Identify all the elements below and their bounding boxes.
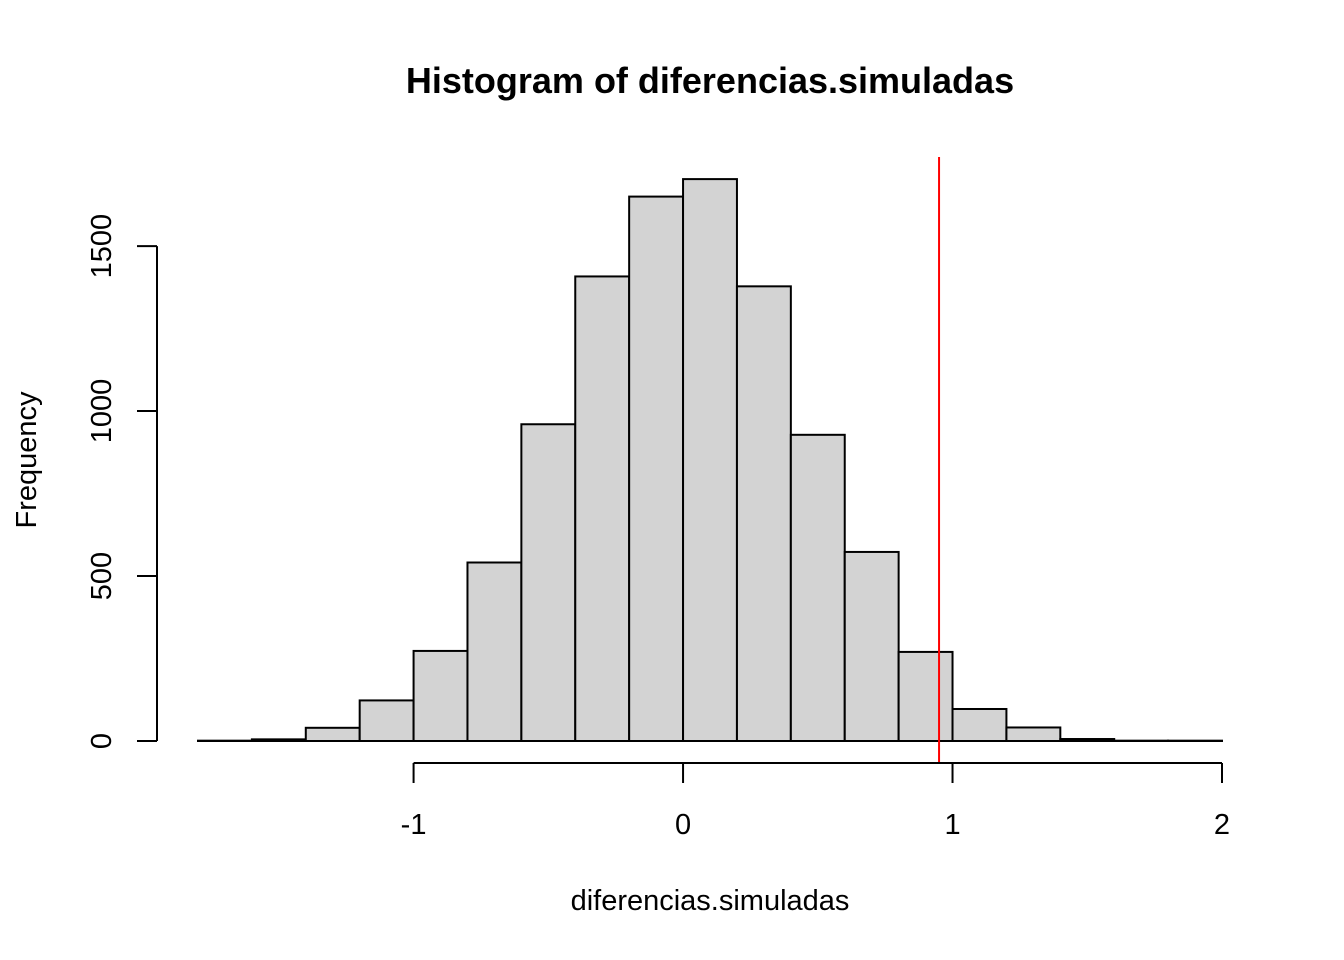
x-axis-label: diferencias.simuladas (571, 885, 850, 917)
y-tick-label: 1000 (86, 379, 118, 444)
histogram-bar (250, 738, 307, 742)
y-axis-label: Frequency (11, 391, 43, 529)
histogram-bar (789, 433, 846, 742)
y-tick-label: 0 (86, 733, 118, 749)
y-tick-label: 500 (86, 552, 118, 600)
histogram-bar (843, 550, 900, 743)
y-tick-label: 1500 (86, 214, 118, 279)
histogram-bar (735, 285, 792, 742)
y-axis: 0 500 1000 1500 (86, 214, 158, 749)
histogram-bar (628, 195, 685, 743)
x-axis: -1 0 1 2 (401, 762, 1230, 841)
histogram-bar (520, 423, 577, 742)
chart-title: Histogram of diferencias.simuladas (406, 60, 1014, 101)
histogram-bar (466, 561, 523, 742)
histogram-bar (358, 699, 415, 742)
x-tick-label: 0 (675, 809, 691, 841)
histogram-bar (304, 726, 361, 742)
histogram-bar (897, 650, 954, 743)
histogram-bar (412, 649, 469, 742)
x-tick-label: 2 (1214, 809, 1230, 841)
x-tick-label: 1 (944, 809, 960, 841)
histogram-bars (197, 178, 1223, 743)
histogram-bar (1059, 738, 1116, 742)
histogram-bar (682, 178, 738, 743)
histogram-bar (951, 707, 1008, 743)
histogram-bar (1005, 726, 1062, 742)
histogram-bar (574, 275, 631, 742)
x-tick-label: -1 (401, 809, 427, 841)
